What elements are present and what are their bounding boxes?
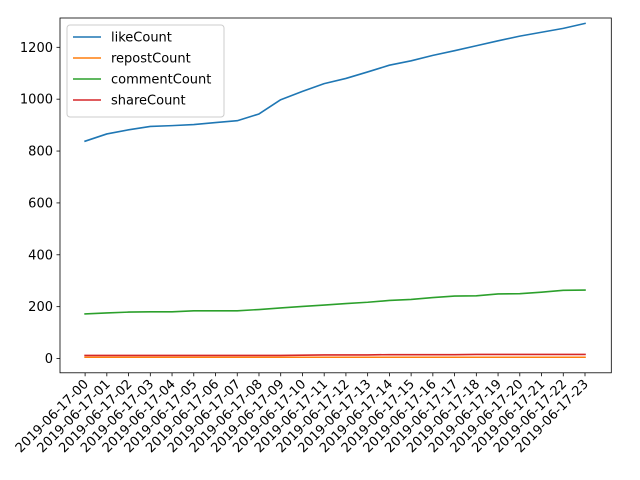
legend-label: commentCount — [111, 73, 211, 88]
y-tick-label: 0 — [45, 352, 53, 367]
plot-area — [84, 22, 586, 359]
plot-frame — [59, 17, 612, 374]
legend: likeCount repostCount commentCount shareCou… — [66, 24, 225, 118]
y-tick-label: 400 — [28, 248, 53, 263]
series-line-shareCount — [84, 353, 586, 357]
y-tick-label: 1200 — [20, 41, 53, 56]
y-tick-label: 200 — [28, 300, 53, 315]
y-tick-label: 1000 — [20, 93, 53, 108]
series-line-likeCount — [84, 22, 586, 143]
legend-frame — [66, 24, 225, 118]
legend-label: likeCount — [111, 31, 172, 46]
y-tick-label: 800 — [28, 145, 53, 160]
series-line-commentCount — [84, 289, 586, 315]
legend-label: shareCount — [111, 94, 186, 109]
legend-label: repostCount — [111, 52, 191, 67]
x-axis: 2019-06-17-002019-06-17-012019-06-17-022… — [13, 372, 592, 456]
y-axis: 0 200 400 600 800 1000 1200 — [20, 41, 60, 367]
y-tick-label: 600 — [28, 196, 53, 211]
